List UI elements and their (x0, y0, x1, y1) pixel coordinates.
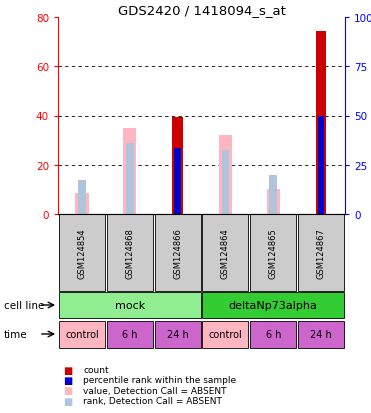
Text: 6 h: 6 h (266, 329, 281, 339)
Text: deltaNp73alpha: deltaNp73alpha (229, 300, 318, 310)
Bar (219, 136, 232, 214)
Text: GSM124866: GSM124866 (173, 228, 182, 278)
Text: 24 h: 24 h (310, 329, 332, 339)
Text: 6 h: 6 h (122, 329, 138, 339)
Bar (107, 214, 153, 291)
Text: cell line: cell line (4, 300, 44, 310)
Text: 24 h: 24 h (167, 329, 188, 339)
Bar (203, 214, 248, 291)
Text: GSM124867: GSM124867 (316, 228, 326, 278)
Bar (78, 180, 86, 214)
Bar (59, 214, 105, 291)
Text: ■: ■ (63, 365, 72, 375)
Bar (250, 214, 296, 291)
Text: count: count (83, 365, 109, 374)
Text: control: control (65, 329, 99, 339)
Bar (269, 175, 277, 214)
Bar (298, 214, 344, 291)
Bar (155, 214, 201, 291)
Bar (203, 321, 248, 348)
Bar (203, 293, 344, 318)
Text: time: time (4, 329, 27, 339)
Bar (126, 143, 134, 214)
Text: ■: ■ (63, 385, 72, 395)
Text: ■: ■ (63, 375, 72, 385)
Bar (59, 321, 105, 348)
Text: value, Detection Call = ABSENT: value, Detection Call = ABSENT (83, 386, 227, 395)
Text: GSM124868: GSM124868 (125, 228, 134, 278)
Bar (172, 117, 183, 214)
Bar (174, 148, 181, 214)
Text: GSM124864: GSM124864 (221, 228, 230, 278)
Bar (123, 128, 137, 214)
Bar (266, 190, 280, 214)
Text: control: control (209, 329, 242, 339)
Bar (316, 31, 326, 214)
Bar (318, 116, 324, 214)
Bar (221, 151, 229, 214)
Bar (107, 321, 153, 348)
Bar (298, 321, 344, 348)
Text: percentile rank within the sample: percentile rank within the sample (83, 375, 237, 385)
Text: GSM124854: GSM124854 (78, 228, 86, 278)
Bar (250, 321, 296, 348)
Bar (59, 293, 201, 318)
Text: ■: ■ (63, 396, 72, 406)
Bar (155, 321, 201, 348)
Title: GDS2420 / 1418094_s_at: GDS2420 / 1418094_s_at (118, 4, 285, 17)
Text: rank, Detection Call = ABSENT: rank, Detection Call = ABSENT (83, 396, 222, 405)
Bar (75, 194, 89, 214)
Text: mock: mock (115, 300, 145, 310)
Text: GSM124865: GSM124865 (269, 228, 278, 278)
